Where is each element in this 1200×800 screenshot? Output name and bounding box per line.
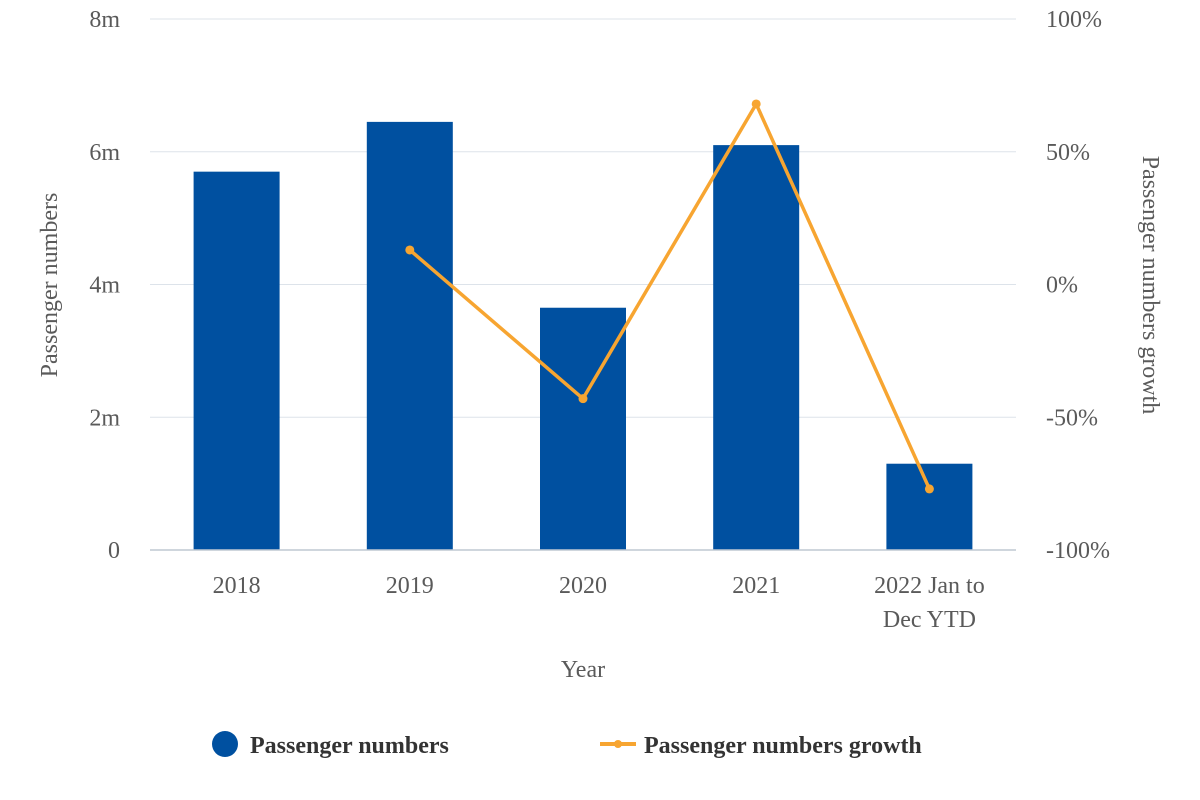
growth-point[interactable] xyxy=(751,99,761,109)
x-axis-title: Year xyxy=(561,657,605,683)
y-tick-label: 0 xyxy=(108,538,120,564)
x-tick-label: 2021 xyxy=(732,573,780,599)
y-tick-label: 2m xyxy=(89,405,120,431)
x-tick-label: 2020 xyxy=(559,573,607,599)
legend-swatch-bar xyxy=(212,731,238,757)
legend-item-passenger-numbers[interactable]: Passenger numbers xyxy=(212,731,449,759)
y2-tick-label: -100% xyxy=(1046,538,1110,564)
legend: Passenger numbers Passenger numbers grow… xyxy=(212,731,922,759)
y2-axis-ticks: -100% -50% 0% 50% 100% xyxy=(1046,7,1110,564)
y-tick-label: 6m xyxy=(89,140,120,166)
growth-point[interactable] xyxy=(578,394,588,404)
bars xyxy=(193,121,973,551)
y2-tick-label: 100% xyxy=(1046,7,1102,33)
legend-label-passenger-numbers-growth: Passenger numbers growth xyxy=(644,733,922,759)
bar[interactable] xyxy=(366,121,453,550)
growth-point[interactable] xyxy=(924,484,934,494)
x-tick-label: 2018 xyxy=(213,573,261,599)
y2-tick-label: -50% xyxy=(1046,405,1098,431)
growth-series-line xyxy=(408,102,931,490)
y-tick-label: 4m xyxy=(89,273,120,299)
bar[interactable] xyxy=(713,145,800,551)
y2-tick-label: 50% xyxy=(1046,140,1090,166)
y-tick-label: 8m xyxy=(89,7,120,33)
bar[interactable] xyxy=(886,463,973,550)
y2-axis-title: Passenger numbers growth xyxy=(1137,156,1163,415)
legend-item-passenger-numbers-growth[interactable]: Passenger numbers growth xyxy=(600,733,922,759)
bar[interactable] xyxy=(193,171,280,550)
growth-points xyxy=(405,99,934,494)
growth-line xyxy=(408,102,931,490)
y-axis-ticks: 0 2m 4m 6m 8m xyxy=(89,7,120,564)
legend-swatch-point xyxy=(614,740,622,748)
x-tick-label: 2022 Jan to Dec YTD xyxy=(874,573,985,633)
x-tick-label: 2019 xyxy=(386,573,434,599)
y-axis-title: Passenger numbers xyxy=(37,193,63,378)
growth-point[interactable] xyxy=(405,245,415,255)
legend-label-passenger-numbers: Passenger numbers xyxy=(250,733,449,759)
x-axis-ticks: 2018 2019 2020 2021 2022 Jan to Dec YTD xyxy=(213,573,985,633)
y2-tick-label: 0% xyxy=(1046,273,1078,299)
